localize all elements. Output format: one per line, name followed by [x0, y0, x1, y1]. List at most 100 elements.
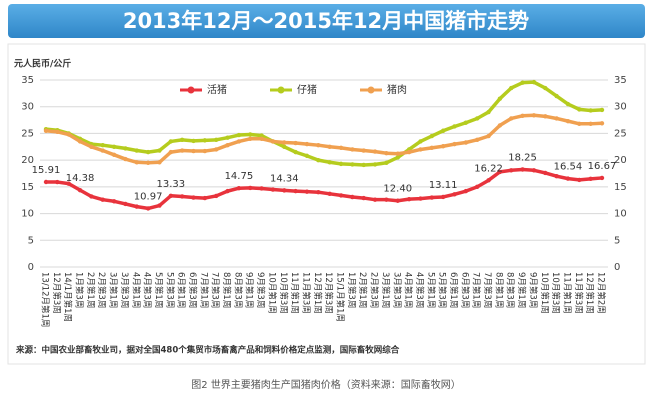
data-point: [338, 193, 344, 198]
legend-marker: [367, 86, 375, 94]
data-point: [486, 178, 491, 183]
source-note: 来源：中国农业部畜牧业司，据对全国480个集贸市场畜禽产品和饲料价格定点监测，国…: [15, 345, 400, 356]
data-point: [384, 160, 389, 166]
data-point: [66, 181, 71, 186]
data-label: 18.25: [508, 152, 537, 163]
x-tick-label: 10月第3周: [278, 272, 289, 314]
x-tick-label: 12月第2周: [596, 272, 607, 314]
data-point: [406, 196, 412, 202]
data-point: [316, 190, 321, 195]
data-point: [497, 169, 503, 175]
x-tick-label: 5月第1周: [425, 272, 436, 308]
data-point: [520, 167, 525, 172]
data-point: [463, 120, 469, 125]
y2-tick-label: 20: [614, 155, 627, 166]
x-tick-label: 6月第3周: [187, 272, 198, 308]
data-point: [248, 136, 253, 141]
data-point: [55, 179, 60, 185]
data-point: [554, 116, 559, 121]
data-point: [100, 142, 105, 148]
data-point: [191, 195, 196, 200]
data-point: [259, 133, 264, 138]
x-tick-label: 11月第1周: [561, 272, 572, 314]
x-tick-label: 2月第3周: [369, 272, 380, 308]
data-point: [543, 85, 548, 91]
data-point: [304, 141, 310, 147]
x-tick-label: 1月第3周: [74, 272, 85, 308]
data-point: [191, 148, 196, 154]
data-point: [327, 160, 332, 165]
data-point: [588, 121, 593, 127]
data-point: [474, 116, 480, 121]
data-label: 16.67: [588, 161, 617, 172]
data-point: [429, 133, 434, 139]
data-point: [43, 179, 49, 185]
x-tick-label: 7月第3周: [210, 272, 221, 308]
x-tick-label: 14/1月第1周: [62, 272, 73, 322]
x-tick-label: 8月第3周: [505, 272, 516, 308]
data-point: [486, 133, 491, 139]
x-tick-label: 3月第3周: [119, 272, 130, 308]
legend-label: 猪肉: [387, 83, 407, 96]
legend-marker: [277, 86, 285, 94]
data-point: [577, 177, 582, 183]
data-point: [440, 144, 446, 149]
data-point: [316, 157, 321, 163]
data-point: [338, 161, 344, 167]
data-point: [111, 199, 117, 204]
data-point: [100, 148, 105, 153]
chart-title: 2013年12月～2015年12月中国猪市走势: [123, 9, 529, 33]
data-point: [418, 147, 423, 152]
x-tick-label: 12月第1周: [584, 272, 595, 314]
data-point: [520, 113, 525, 118]
x-tick-label: 12月第1周: [312, 272, 323, 314]
x-tick-label: 3月第1周: [380, 272, 391, 308]
data-point: [270, 139, 276, 144]
x-tick-label: 9月第3周: [527, 272, 538, 308]
x-tick-label: 8月第1周: [493, 272, 504, 308]
data-label: 13.11: [429, 180, 458, 191]
y-tick-label: 5: [28, 235, 34, 246]
data-label: 16.22: [474, 163, 503, 174]
x-tick-label: 3月第1周: [108, 272, 119, 308]
title-banner: [8, 4, 645, 38]
x-tick-label: 7月第1周: [198, 272, 209, 308]
data-point: [202, 148, 208, 154]
x-tick-label: 9月第1周: [244, 272, 255, 308]
legend-label: 仔猪: [297, 84, 317, 96]
data-point: [554, 93, 559, 99]
data-label: 14.75: [225, 171, 254, 182]
data-point: [304, 189, 310, 194]
data-point: [588, 176, 593, 182]
data-point: [168, 139, 174, 144]
data-point: [123, 146, 128, 151]
data-point: [599, 121, 605, 126]
data-point: [100, 197, 105, 202]
data-point: [111, 144, 117, 149]
x-tick-label: 10月第3周: [550, 272, 561, 314]
data-point: [168, 193, 174, 198]
legend-label: 活猪: [207, 84, 227, 96]
data-point: [202, 138, 208, 143]
data-point: [474, 184, 480, 190]
x-tick-label: 11月第3周: [300, 272, 311, 314]
data-point: [509, 85, 514, 91]
data-label: 13.33: [156, 179, 185, 190]
data-point: [406, 149, 412, 155]
data-label: 14.38: [66, 173, 95, 184]
data-point: [77, 187, 83, 193]
data-point: [350, 162, 355, 167]
data-point: [293, 140, 298, 146]
data-point: [123, 201, 128, 207]
y2-tick-label: 25: [614, 128, 627, 139]
data-point: [384, 150, 389, 156]
x-tick-label: 3月第3周: [391, 272, 402, 308]
data-point: [191, 138, 196, 144]
data-point: [179, 148, 185, 153]
y2-tick-label: 5: [614, 235, 620, 246]
data-point: [361, 148, 366, 153]
data-point: [134, 160, 139, 165]
data-point: [543, 170, 548, 176]
data-point: [259, 186, 264, 191]
data-point: [259, 136, 264, 141]
